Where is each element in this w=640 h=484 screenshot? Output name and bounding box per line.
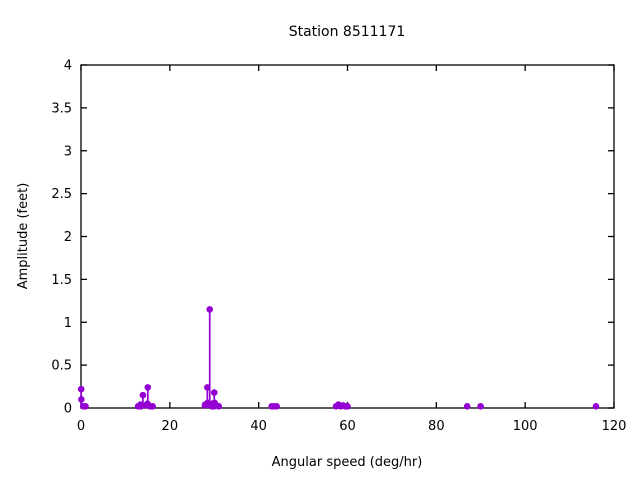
data-point [477,402,484,410]
y-tick-label: 0.5 [51,359,72,374]
y-tick-label: 0 [64,402,72,417]
data-point [463,402,471,410]
y-tick-label: 1 [64,316,72,331]
x-axis-label: Angular speed (deg/hr) [272,455,423,470]
plot-area: 0 20 40 60 80 100 120 0 0.5 1 1.5 2 2.5 3 3.5 4 [51,59,626,435]
y-tick-label: 2 [64,230,72,245]
y-tick-label: 4 [64,59,72,74]
data-point [78,396,85,403]
chart-title: Station 8511171 [289,24,406,40]
x-tick-label: 40 [250,419,267,434]
data-point [592,402,600,410]
data-point [82,402,89,410]
x-tick-label: 0 [77,419,85,434]
y-tick-label: 3.5 [51,101,72,116]
x-tick-label: 20 [162,419,179,434]
data-point [273,402,280,410]
data-point [215,402,223,410]
y-tick-label: 1.5 [51,273,72,288]
x-tick-label: 120 [602,419,627,434]
data-point [206,306,214,313]
x-tick-label: 100 [513,419,538,434]
y-axis-label: Amplitude (feet) [16,183,31,290]
y-tick-label: 2.5 [51,187,72,202]
data-point [77,385,85,393]
data-point [204,384,211,391]
x-tick-label: 60 [339,419,356,434]
plot-border [80,64,615,409]
data-point [149,402,156,410]
x-tick-label: 80 [428,419,445,434]
data-point [344,402,351,410]
data-point [139,391,147,399]
data-point [210,389,218,396]
y-tick-label: 3 [64,144,72,159]
data-point [144,384,152,391]
